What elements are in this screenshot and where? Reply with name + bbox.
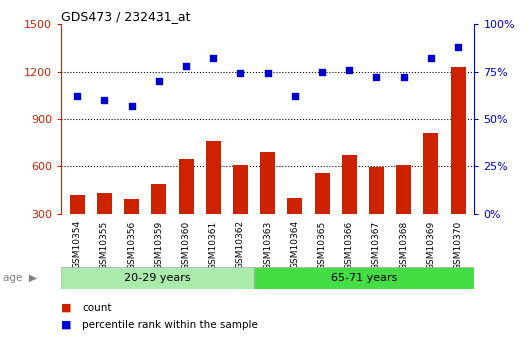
Point bbox=[345, 67, 354, 72]
Point bbox=[427, 56, 435, 61]
Bar bbox=[61, 267, 254, 289]
Text: GSM10366: GSM10366 bbox=[344, 220, 354, 269]
Text: ■: ■ bbox=[61, 320, 72, 330]
Bar bbox=[287, 198, 302, 214]
Text: GSM10364: GSM10364 bbox=[290, 220, 299, 269]
Point bbox=[73, 93, 82, 99]
Point bbox=[318, 69, 326, 74]
Point bbox=[290, 93, 299, 99]
Text: GSM10359: GSM10359 bbox=[154, 220, 163, 269]
Point bbox=[400, 75, 408, 80]
Text: ■: ■ bbox=[61, 303, 72, 313]
Text: GSM10356: GSM10356 bbox=[127, 220, 136, 269]
Bar bbox=[396, 165, 411, 214]
Point bbox=[372, 75, 381, 80]
Bar bbox=[369, 167, 384, 214]
Text: age  ▶: age ▶ bbox=[3, 273, 37, 283]
Text: GSM10355: GSM10355 bbox=[100, 220, 109, 269]
Bar bbox=[342, 155, 357, 214]
Bar bbox=[260, 152, 275, 214]
Text: GSM10368: GSM10368 bbox=[399, 220, 408, 269]
Text: percentile rank within the sample: percentile rank within the sample bbox=[82, 320, 258, 330]
Bar bbox=[254, 267, 474, 289]
Bar bbox=[233, 165, 248, 214]
Text: GSM10354: GSM10354 bbox=[73, 220, 82, 269]
Point bbox=[209, 56, 217, 61]
Bar bbox=[179, 159, 193, 214]
Text: GDS473 / 232431_at: GDS473 / 232431_at bbox=[61, 10, 190, 23]
Text: GSM10367: GSM10367 bbox=[372, 220, 381, 269]
Text: count: count bbox=[82, 303, 112, 313]
Text: GSM10365: GSM10365 bbox=[317, 220, 326, 269]
Bar bbox=[70, 195, 85, 214]
Text: GSM10360: GSM10360 bbox=[182, 220, 191, 269]
Text: GSM10369: GSM10369 bbox=[426, 220, 435, 269]
Point bbox=[100, 97, 109, 103]
Point bbox=[236, 71, 245, 76]
Point bbox=[454, 44, 462, 50]
Point bbox=[127, 103, 136, 108]
Text: GSM10370: GSM10370 bbox=[454, 220, 463, 269]
Point bbox=[182, 63, 190, 69]
Point bbox=[263, 71, 272, 76]
Text: 65-71 years: 65-71 years bbox=[331, 273, 398, 283]
Text: 20-29 years: 20-29 years bbox=[124, 273, 191, 283]
Text: GSM10362: GSM10362 bbox=[236, 220, 245, 269]
Point bbox=[155, 78, 163, 84]
Bar bbox=[423, 133, 438, 214]
Text: GSM10363: GSM10363 bbox=[263, 220, 272, 269]
Bar bbox=[152, 184, 166, 214]
Text: GSM10361: GSM10361 bbox=[209, 220, 218, 269]
Bar bbox=[315, 173, 330, 214]
Bar bbox=[97, 193, 112, 214]
Bar bbox=[206, 141, 220, 214]
Bar bbox=[450, 67, 465, 214]
Bar bbox=[124, 199, 139, 214]
